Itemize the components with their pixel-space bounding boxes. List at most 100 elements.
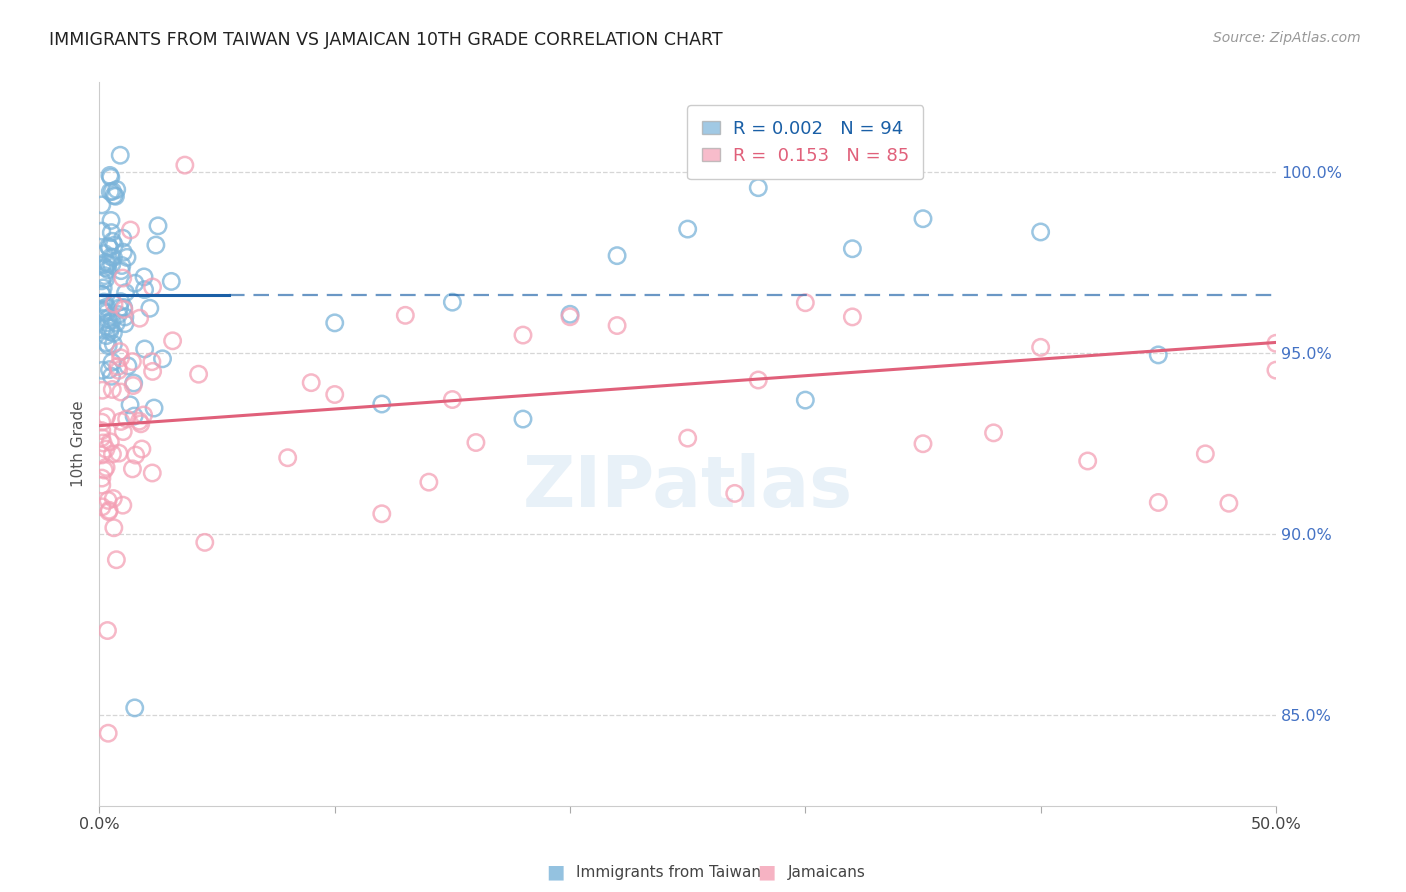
Point xyxy=(115,412,138,426)
Point xyxy=(146,219,169,233)
Point xyxy=(96,306,118,320)
Point xyxy=(97,505,120,519)
Point xyxy=(98,362,121,376)
Point xyxy=(111,271,134,285)
Point xyxy=(112,425,135,439)
Point xyxy=(141,280,163,294)
Point xyxy=(114,310,136,324)
Point xyxy=(97,257,120,271)
Point xyxy=(93,246,115,260)
Point xyxy=(299,376,322,390)
Point xyxy=(91,258,114,272)
Point xyxy=(676,431,699,445)
Text: Jamaicans: Jamaicans xyxy=(787,865,865,880)
Point xyxy=(111,498,134,512)
Y-axis label: 10th Grade: 10th Grade xyxy=(72,401,86,487)
Point xyxy=(107,308,129,322)
Point xyxy=(115,251,138,265)
Point xyxy=(98,503,121,517)
Point xyxy=(110,414,132,428)
Point xyxy=(841,310,863,324)
Point xyxy=(187,368,209,382)
Point xyxy=(108,446,131,460)
Point xyxy=(91,281,114,295)
Point xyxy=(124,276,146,290)
Point xyxy=(277,450,299,465)
Point xyxy=(98,434,121,449)
Point xyxy=(101,383,124,397)
Text: IMMIGRANTS FROM TAIWAN VS JAMAICAN 10TH GRADE CORRELATION CHART: IMMIGRANTS FROM TAIWAN VS JAMAICAN 10TH … xyxy=(49,31,723,49)
Point xyxy=(173,158,195,172)
Point xyxy=(1077,454,1099,468)
Point xyxy=(91,363,114,377)
Point xyxy=(101,355,124,369)
Point xyxy=(103,188,125,202)
Point xyxy=(96,300,118,314)
Point xyxy=(112,302,135,317)
Point xyxy=(90,424,112,438)
Point xyxy=(110,148,132,162)
Point xyxy=(91,384,114,398)
Point xyxy=(101,447,124,461)
Point xyxy=(114,285,136,300)
Point xyxy=(418,475,440,490)
Point xyxy=(142,364,165,378)
Point xyxy=(747,373,769,387)
Point xyxy=(132,269,155,284)
Point xyxy=(90,224,112,238)
Point xyxy=(93,268,115,283)
Point xyxy=(1147,495,1170,509)
Point xyxy=(110,263,132,277)
Point xyxy=(100,170,122,185)
Point xyxy=(794,393,817,408)
Point xyxy=(110,351,132,365)
Point xyxy=(93,295,115,310)
Point xyxy=(94,272,117,286)
Text: ZIPatlas: ZIPatlas xyxy=(523,452,853,522)
Point xyxy=(90,198,112,212)
Text: ■: ■ xyxy=(756,863,776,882)
Point xyxy=(134,342,156,356)
Point xyxy=(93,463,115,477)
Point xyxy=(394,309,416,323)
Point xyxy=(103,238,125,252)
Point xyxy=(841,242,863,256)
Point xyxy=(94,442,117,456)
Point xyxy=(107,363,129,377)
Point xyxy=(111,259,134,273)
Point xyxy=(90,274,112,288)
Point xyxy=(98,325,121,339)
Point xyxy=(371,507,394,521)
Point xyxy=(96,624,118,638)
Point xyxy=(107,359,129,374)
Point xyxy=(606,318,628,333)
Point xyxy=(441,392,464,407)
Point xyxy=(96,335,118,350)
Point xyxy=(105,182,128,196)
Point xyxy=(1264,336,1286,351)
Point xyxy=(121,462,143,476)
Point xyxy=(124,701,146,715)
Point xyxy=(1218,496,1240,510)
Point xyxy=(134,283,156,297)
Point xyxy=(100,250,122,264)
Text: Source: ZipAtlas.com: Source: ZipAtlas.com xyxy=(1213,31,1361,45)
Point xyxy=(103,326,125,340)
Point xyxy=(120,398,142,412)
Point xyxy=(91,436,114,450)
Point xyxy=(101,235,124,249)
Point xyxy=(110,294,132,309)
Point xyxy=(100,226,122,240)
Point xyxy=(97,312,120,326)
Point xyxy=(112,245,135,260)
Point xyxy=(103,521,125,535)
Point xyxy=(90,478,112,492)
Point xyxy=(100,213,122,227)
Point xyxy=(90,296,112,310)
Point xyxy=(90,301,112,316)
Point xyxy=(97,262,120,277)
Point xyxy=(91,287,114,301)
Point xyxy=(98,169,121,183)
Point xyxy=(139,301,162,316)
Point xyxy=(162,334,184,348)
